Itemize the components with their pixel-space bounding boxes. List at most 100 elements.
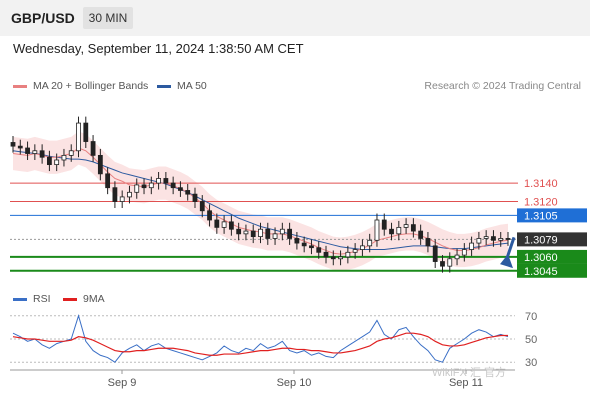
candle-body	[185, 190, 191, 195]
watermark: WikiFX 汇 官方	[432, 365, 506, 379]
ma9-swatch	[63, 297, 77, 301]
ma20-swatch	[13, 84, 27, 88]
candle-body	[330, 256, 336, 260]
candle-body	[32, 150, 38, 154]
ma9-label: 9MA	[83, 293, 105, 305]
candle-body	[10, 142, 16, 147]
candle-body	[279, 228, 285, 235]
candle-body	[454, 254, 460, 260]
candle-body	[105, 173, 111, 189]
level-tag-1.3060	[517, 249, 587, 264]
rsi-tick-50: 50	[525, 334, 537, 346]
rsi-ma9-line	[12, 332, 508, 356]
level-tag-1.3105	[517, 208, 587, 223]
candle-body	[207, 210, 212, 221]
rsi-tick-30: 30	[525, 357, 537, 369]
legend-ma50: MA 50	[157, 80, 207, 92]
level-label-1.3120: 1.3120	[524, 197, 558, 209]
candle-body	[483, 236, 489, 239]
candle-body	[491, 236, 496, 241]
candle-body	[243, 230, 249, 235]
candle-body	[221, 221, 227, 228]
legend-rsi: RSI	[13, 293, 51, 305]
candle-body	[272, 233, 278, 239]
forecast-arrow-head	[500, 254, 513, 269]
level-label-1.3060: 1.3060	[524, 252, 558, 264]
legend-ma20: MA 20 + Bollinger Bands	[13, 80, 148, 92]
symbol-title: GBP/USD	[11, 10, 75, 26]
candle-body	[228, 221, 234, 230]
candle-body	[163, 178, 169, 184]
bollinger-band	[13, 131, 508, 271]
level-label-1.3105: 1.3105	[524, 210, 558, 222]
candle-body	[338, 256, 343, 260]
candle-body	[360, 245, 365, 250]
rsi-tick-70: 70	[525, 311, 537, 323]
candle-body	[90, 141, 96, 156]
rsi-label: RSI	[33, 293, 51, 305]
candle-body	[214, 219, 220, 228]
candle-body	[46, 156, 52, 166]
level-tag-1.3045	[517, 263, 587, 278]
candle-body	[461, 249, 467, 256]
research-credit: Research © 2024 Trading Central	[424, 80, 581, 92]
candle-body	[410, 224, 416, 232]
timeframe-button[interactable]: 30 MIN	[83, 7, 133, 29]
candle-body	[389, 228, 394, 235]
candle-body	[61, 154, 67, 161]
candle-body	[119, 196, 125, 202]
level-label-1.3140: 1.3140	[524, 178, 558, 190]
candle-body	[396, 226, 402, 235]
candle-body	[440, 261, 445, 267]
ma50-swatch	[157, 84, 171, 88]
candle-body	[192, 193, 198, 202]
candle-body	[345, 251, 351, 258]
candle-body	[39, 150, 45, 158]
candle-body	[403, 224, 409, 228]
rsi-swatch	[13, 297, 27, 301]
level-tag-1.3079	[517, 232, 587, 247]
candle-body	[127, 191, 132, 198]
candle-body	[148, 182, 154, 189]
candle-body	[83, 122, 89, 142]
candle-body	[425, 238, 431, 247]
chart-datetime: Wednesday, September 11, 2024 1:38:50 AM…	[13, 41, 304, 56]
candle-body	[447, 258, 453, 267]
candle-body	[323, 251, 329, 258]
candle-body	[17, 145, 23, 149]
candle-body	[381, 219, 387, 230]
candle-body	[170, 182, 176, 189]
candle-body	[287, 228, 293, 239]
candle-body	[250, 230, 256, 238]
candle-body	[112, 187, 118, 202]
candle-body	[294, 238, 300, 244]
x-tick-label: Sep 9	[108, 377, 137, 389]
candle-body	[97, 154, 103, 175]
level-pointer-1.3045	[517, 263, 518, 278]
legend-9ma: 9MA	[63, 293, 105, 305]
rsi-line	[12, 314, 509, 363]
candle-body	[25, 147, 30, 154]
candle-body	[76, 122, 81, 152]
candle-body	[367, 239, 373, 247]
x-tick-label: Sep 11	[449, 377, 483, 389]
candle-body	[54, 159, 60, 166]
level-label-1.3079: 1.3079	[524, 234, 558, 246]
candle-body	[68, 150, 74, 156]
candle-body	[418, 230, 424, 239]
candle-body	[432, 245, 438, 262]
candle-body	[309, 245, 314, 249]
candle-body	[301, 242, 307, 247]
candle-body	[316, 247, 322, 253]
candle-body	[498, 238, 504, 241]
ma20-label: MA 20 + Bollinger Bands	[33, 80, 149, 92]
candle-body	[258, 228, 263, 238]
candle-body	[505, 238, 511, 240]
candle-body	[265, 228, 271, 239]
candle-body	[199, 201, 205, 212]
level-label-1.3045: 1.3045	[524, 266, 558, 278]
candle-body	[236, 228, 242, 235]
candle-body	[178, 187, 183, 191]
candle-body	[352, 249, 358, 253]
